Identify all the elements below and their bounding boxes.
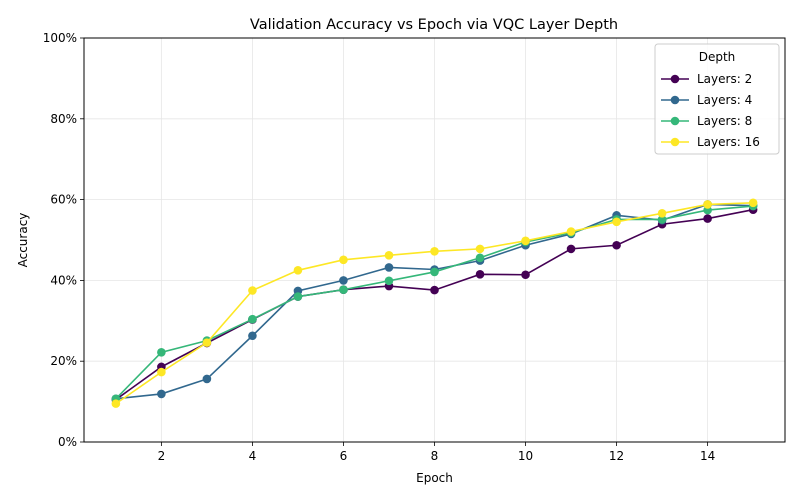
legend-title: Depth <box>699 50 736 64</box>
x-tick-label: 10 <box>518 449 533 463</box>
data-point <box>612 240 621 250</box>
data-point <box>248 314 257 324</box>
x-tick-label: 8 <box>431 449 439 463</box>
data-point <box>384 263 394 272</box>
legend-label: Layers: 16 <box>697 135 760 149</box>
data-point <box>566 244 576 254</box>
series-layer <box>111 198 758 408</box>
data-point <box>430 247 439 256</box>
series-4 <box>111 198 758 408</box>
data-point <box>475 244 485 254</box>
data-point <box>339 276 348 285</box>
data-point <box>748 198 758 208</box>
data-point <box>521 270 530 280</box>
x-tick-label: 12 <box>609 449 624 463</box>
data-point <box>293 292 303 301</box>
legend-label: Layers: 4 <box>697 93 752 107</box>
y-tick-label: 40% <box>50 273 77 287</box>
data-point <box>566 227 576 236</box>
data-point <box>657 215 667 224</box>
legend: Depth Layers: 2 Layers: 4 Layers: 8 Layers: … <box>654 43 780 155</box>
y-tick-label: 80% <box>50 112 77 126</box>
legend-marker <box>670 74 680 84</box>
data-point <box>293 266 303 275</box>
data-point <box>430 285 439 295</box>
data-point <box>202 338 212 347</box>
data-point <box>111 399 121 408</box>
data-point <box>157 389 166 399</box>
data-point <box>475 270 485 279</box>
data-point <box>248 286 257 295</box>
data-point <box>384 251 394 260</box>
x-tick-label: 6 <box>340 449 348 463</box>
legend-marker <box>670 137 680 147</box>
data-point <box>157 367 166 377</box>
legend-label: Layers: 2 <box>697 72 752 86</box>
legend-box <box>654 43 780 155</box>
chart-title: Validation Accuracy vs Epoch via VQC Lay… <box>250 17 618 33</box>
x-tick-label: 14 <box>700 449 715 463</box>
legend-marker <box>670 116 680 126</box>
data-point <box>703 214 712 223</box>
y-axis-label: Accuracy <box>16 213 30 268</box>
legend-marker <box>670 95 680 105</box>
legend-item: Layers: 8 <box>661 114 752 128</box>
data-point <box>248 331 257 341</box>
data-point <box>339 285 348 294</box>
y-tick-label: 0% <box>58 435 77 449</box>
y-tick-label: 60% <box>50 193 77 207</box>
data-point <box>703 200 712 209</box>
x-tick-label: 4 <box>249 449 257 463</box>
legend-item: Layers: 16 <box>661 135 760 149</box>
data-point <box>657 209 667 218</box>
legend-label: Layers: 8 <box>697 114 752 128</box>
data-point <box>612 217 621 227</box>
legend-item: Layers: 4 <box>661 93 752 107</box>
y-tick-label: 100% <box>43 31 77 45</box>
legend-item: Layers: 2 <box>661 72 752 86</box>
data-point <box>339 255 348 265</box>
data-point <box>202 374 212 384</box>
y-tick-label: 20% <box>50 354 77 368</box>
data-point <box>475 253 485 263</box>
x-axis-label: Epoch <box>416 471 453 485</box>
data-point <box>521 236 530 246</box>
data-point <box>384 276 394 286</box>
data-point <box>430 267 439 277</box>
axis-ticks: 2 4 6 8 10 12 14 0% 20% 40% 60% 80% 100% <box>43 31 716 463</box>
data-point <box>157 348 166 357</box>
x-tick-label: 2 <box>158 449 166 463</box>
